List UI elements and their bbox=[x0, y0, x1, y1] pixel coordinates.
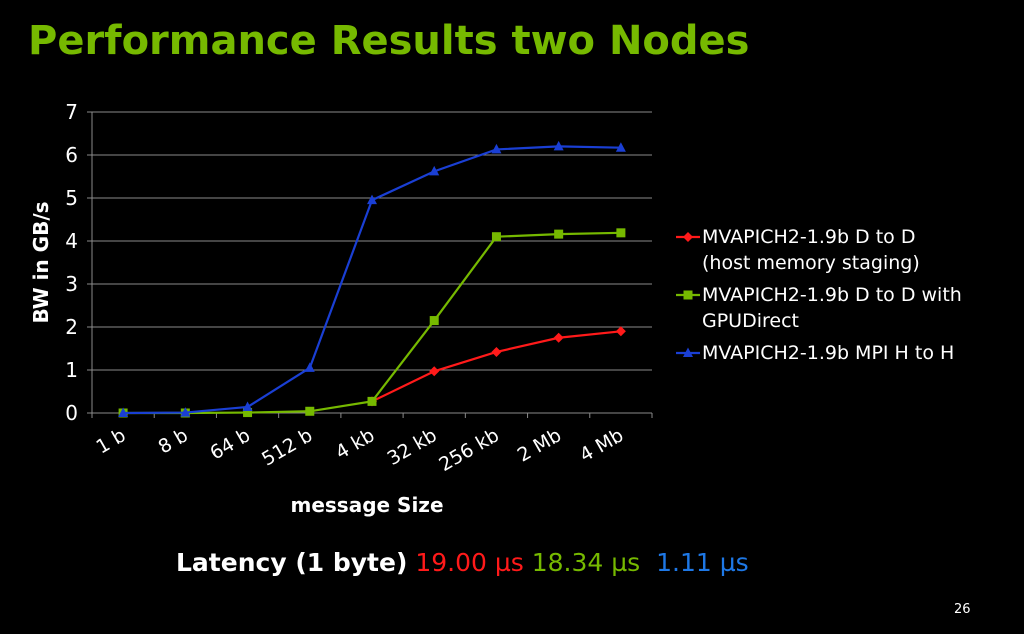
series-line bbox=[123, 145, 621, 415]
legend-key-marker bbox=[683, 232, 693, 242]
data-point bbox=[554, 229, 564, 239]
legend-key-triangle bbox=[676, 347, 700, 357]
data-point bbox=[367, 194, 377, 205]
data-point bbox=[491, 346, 502, 357]
x-tick-label: 32 kb bbox=[384, 424, 441, 470]
legend-item-host-staging: MVAPICH2-1.9b D to D (host memory stagin… bbox=[674, 224, 1019, 276]
y-tick-label: 0 bbox=[65, 401, 78, 425]
legend-label: MVAPICH2-1.9b MPI H to H bbox=[702, 342, 955, 364]
series-0 bbox=[367, 326, 626, 407]
legend-item-gpudirect: MVAPICH2-1.9b D to D with GPUDirect bbox=[674, 282, 1019, 334]
x-tick-label: 64 b bbox=[206, 424, 254, 464]
x-tick-label: 1 b bbox=[92, 424, 129, 458]
page-number: 26 bbox=[954, 602, 971, 617]
data-point bbox=[180, 407, 191, 417]
y-axis-title: BW in GB/s bbox=[29, 201, 53, 323]
data-point bbox=[118, 407, 129, 417]
series-line bbox=[371, 330, 622, 403]
data-point bbox=[429, 165, 440, 176]
y-tick-label: 7 bbox=[65, 100, 78, 124]
latency-label: Latency (1 byte) bbox=[176, 548, 408, 577]
x-tick-label: 4 Mb bbox=[576, 424, 627, 466]
legend-key-marker bbox=[683, 290, 693, 300]
y-tick-label: 3 bbox=[65, 272, 78, 296]
legend-label: MVAPICH2-1.9b D to D (host memory stagin… bbox=[702, 226, 920, 274]
data-point bbox=[615, 326, 626, 337]
latency-summary: Latency (1 byte) 19.00 µs 18.34 µs 1.11 … bbox=[176, 548, 749, 577]
series-1 bbox=[118, 228, 626, 418]
legend-key-square bbox=[676, 290, 700, 300]
data-point bbox=[429, 316, 439, 326]
series-line bbox=[123, 231, 621, 415]
data-point bbox=[491, 232, 501, 242]
data-point bbox=[243, 408, 253, 418]
data-point bbox=[553, 140, 564, 151]
x-tick-label: 8 b bbox=[155, 424, 192, 458]
legend-key-marker bbox=[683, 347, 693, 357]
chart-legend: MVAPICH2-1.9b D to D (host memory stagin… bbox=[674, 224, 1019, 372]
y-tick-label: 2 bbox=[65, 315, 78, 339]
y-tick-label: 1 bbox=[65, 358, 78, 382]
x-tick-label: 4 kb bbox=[332, 424, 379, 464]
data-point bbox=[616, 228, 626, 238]
x-tick-label: 2 Mb bbox=[514, 424, 565, 466]
data-point bbox=[553, 332, 564, 343]
data-point bbox=[305, 406, 315, 416]
latency-value-gpudirect: 18.34 µs bbox=[531, 548, 641, 577]
y-tick-label: 6 bbox=[65, 143, 78, 167]
series-2 bbox=[118, 140, 626, 417]
data-point bbox=[242, 401, 253, 411]
data-point bbox=[429, 366, 440, 377]
latency-value-host-staging: 19.00 µs bbox=[415, 548, 524, 577]
legend-item-h-to-h: MVAPICH2-1.9b MPI H to H bbox=[674, 340, 1019, 366]
data-point bbox=[367, 396, 377, 406]
data-point bbox=[491, 143, 502, 154]
legend-label: MVAPICH2-1.9b D to D with GPUDirect bbox=[702, 284, 962, 332]
x-tick-label: 256 kb bbox=[435, 424, 503, 476]
y-tick-label: 4 bbox=[65, 229, 78, 253]
x-tick-label: 512 b bbox=[258, 424, 316, 470]
legend-key-diamond bbox=[676, 232, 700, 242]
x-axis-title: message Size bbox=[290, 493, 443, 517]
slide-title: Performance Results two Nodes bbox=[28, 18, 750, 64]
data-point bbox=[615, 142, 626, 152]
latency-value-h-to-h: 1.11 µs bbox=[656, 548, 749, 577]
y-tick-label: 5 bbox=[65, 186, 78, 210]
data-point bbox=[304, 362, 315, 372]
